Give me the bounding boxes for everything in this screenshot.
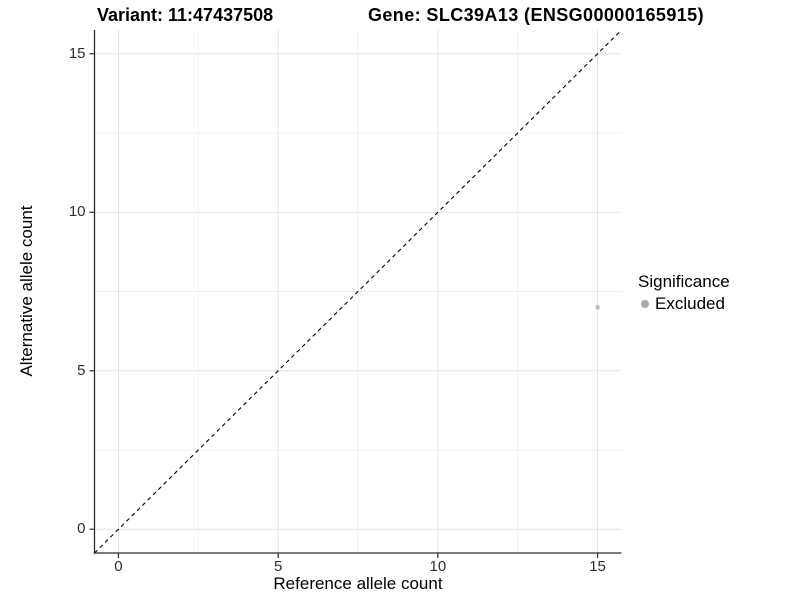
data-point-excluded (595, 305, 600, 310)
plot-title-variant: Variant: 11:47437508 (97, 5, 274, 25)
x-tick-label: 0 (114, 558, 123, 575)
x-tick-label: 5 (273, 558, 283, 575)
x-axis-title: Reference allele count (273, 574, 443, 593)
y-tick-label: 15 (68, 44, 86, 62)
legend-title: Significance (638, 272, 730, 291)
legend: Significance Excluded (638, 272, 730, 313)
y-tick-label: 10 (68, 203, 86, 221)
x-tick-label: 15 (589, 558, 606, 575)
y-tick-label: 0 (77, 520, 86, 538)
y-tick-label: 5 (77, 361, 86, 379)
y-axis-title: Alternative allele count (17, 205, 36, 377)
x-tick-label: 10 (429, 558, 447, 575)
identity-reference-line (94, 29, 622, 554)
legend-item-label: Excluded (655, 294, 725, 313)
legend-items: Excluded (638, 294, 730, 313)
legend-key-dot-icon (641, 300, 649, 308)
plot-title-gene: Gene: SLC39A13 (ENSG00000165915) (368, 5, 704, 25)
legend-item: Excluded (638, 294, 730, 313)
